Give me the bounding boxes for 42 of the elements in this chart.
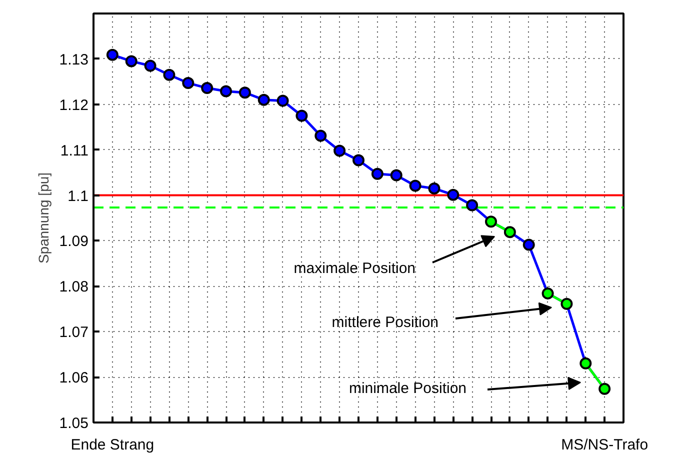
point [428,182,440,194]
point [182,77,194,90]
x-tick-label: Ende Strang [70,436,154,454]
point [238,86,251,99]
point [485,216,497,228]
y-axis-title: Spannung [pu] [35,172,52,264]
point [409,180,422,192]
y-tick-label: 1.11 [60,142,89,160]
y-tick-label: 1.06 [59,370,89,387]
point [371,168,384,180]
point [447,188,460,201]
point [334,144,346,157]
annotation: minimale Position [348,380,466,397]
point [598,382,611,395]
y-tick-label: 1.13 [59,51,89,68]
point [542,287,554,300]
point [144,60,156,72]
point [125,55,138,68]
point [163,68,176,81]
point [352,154,364,166]
point [314,130,327,142]
point [220,85,232,98]
point [560,298,573,310]
y-tick-label: 1.08 [59,278,89,296]
x-tick-label: MS/NS-Trafo [561,436,648,454]
point [522,238,535,251]
point [276,94,289,107]
point [201,82,214,94]
point [296,110,308,122]
y-tick-label: 1.1 [68,188,89,205]
annotation: mittlere Position [332,314,439,331]
point [258,94,270,106]
y-tick-label: 1.07 [59,324,89,342]
point [390,169,402,182]
annotation: maximale Position [294,260,416,277]
point [580,357,592,370]
y-tick-label: 1.09 [59,233,89,250]
point [106,48,118,61]
point [504,226,516,238]
y-tick-label: 1.05 [59,415,89,432]
y-tick-label: 1.12 [59,96,89,114]
point [466,199,478,212]
